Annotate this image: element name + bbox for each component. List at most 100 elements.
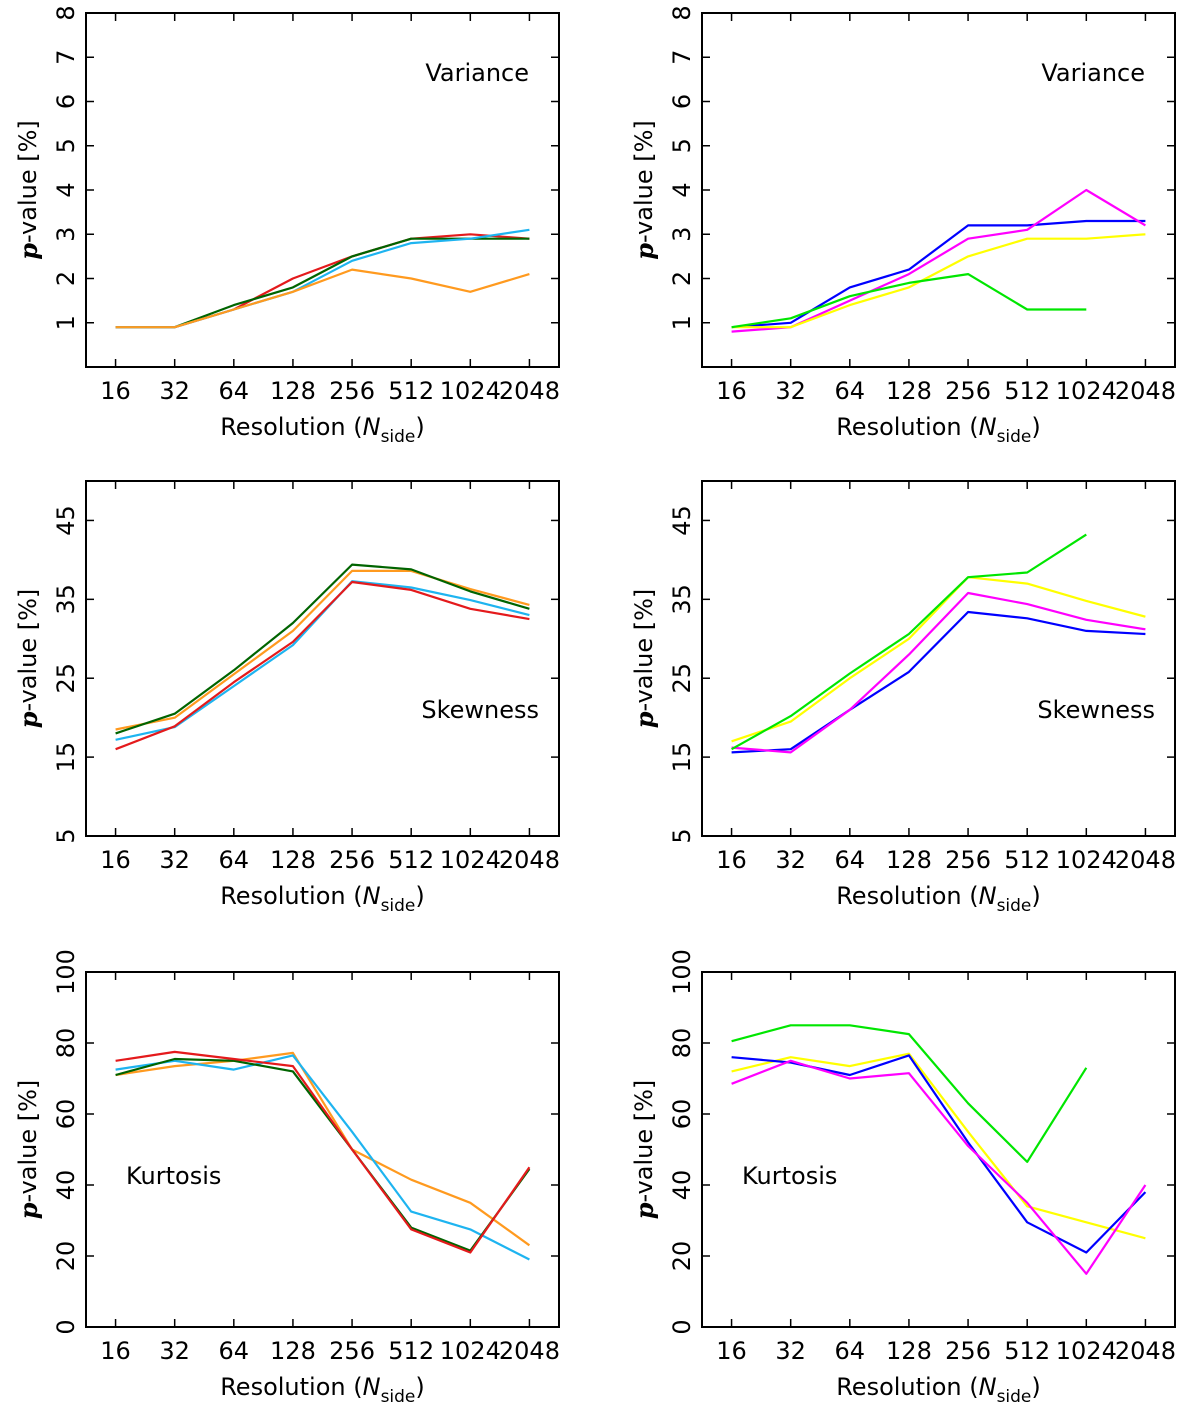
series-line-sky-blue: [115, 1054, 530, 1261]
y-tick-label: 1: [52, 315, 80, 330]
series-line-orange: [115, 569, 530, 731]
x-tick-label: 64: [219, 1337, 250, 1365]
series-line-magenta: [731, 1059, 1147, 1275]
series-line-yellow: [731, 233, 1146, 329]
y-tick-label: 100: [668, 949, 696, 995]
series-line-dark-green: [115, 1057, 531, 1252]
x-tick-label: 256: [329, 377, 375, 405]
series-line-blue: [731, 219, 1146, 329]
y-tick-label: 35: [668, 584, 696, 615]
y-tick-label: 5: [52, 828, 80, 843]
x-tick-label: 32: [159, 846, 190, 874]
x-axis-label: Resolution (Nside): [220, 882, 425, 916]
x-tick-label: 64: [219, 377, 250, 405]
x-tick-label: 128: [270, 846, 316, 874]
y-tick-label: 5: [668, 828, 696, 843]
y-tick-label: 3: [668, 227, 696, 242]
series-line-green: [731, 273, 1087, 329]
plot-frame: [85, 480, 560, 837]
y-tick-label: 25: [668, 663, 696, 694]
plot-frame: [701, 480, 1176, 837]
x-tick-label: 32: [775, 846, 806, 874]
x-tick-label: 16: [100, 1337, 131, 1365]
series-line-dark-green: [115, 237, 530, 329]
plot-frame: [85, 971, 560, 1328]
x-tick-label: 2048: [1115, 1337, 1176, 1365]
x-tick-label: 64: [219, 846, 250, 874]
x-tick-label: 2048: [499, 846, 560, 874]
x-tick-label: 16: [100, 846, 131, 874]
x-tick-label: 32: [775, 1337, 806, 1365]
x-tick-label: 256: [945, 377, 991, 405]
x-tick-label: 512: [388, 846, 434, 874]
panel-title: Kurtosis: [742, 1162, 837, 1190]
y-axis-label: p-value [%]: [14, 120, 43, 260]
y-tick-label: 100: [52, 949, 80, 995]
y-tick-label: 20: [52, 1241, 80, 1272]
x-tick-label: 128: [270, 377, 316, 405]
y-tick-label: 80: [52, 1028, 80, 1059]
y-axis-label: p-value [%]: [630, 120, 659, 260]
y-tick-label: 15: [668, 742, 696, 773]
series-line-orange: [115, 1051, 531, 1247]
series-line-blue: [731, 610, 1146, 754]
series-line-green: [731, 533, 1087, 751]
series-line-orange: [115, 268, 530, 329]
y-tick-label: 5: [52, 138, 80, 153]
y-tick-label: 6: [668, 94, 696, 109]
panel-title: Kurtosis: [126, 1162, 221, 1190]
x-tick-label: 16: [716, 1337, 747, 1365]
y-tick-label: 15: [52, 742, 80, 773]
y-tick-label: 8: [668, 5, 696, 20]
series-line-blue: [731, 1054, 1147, 1254]
x-tick-label: 16: [100, 377, 131, 405]
y-tick-label: 40: [668, 1170, 696, 1201]
x-tick-label: 256: [945, 846, 991, 874]
panel-title: Skewness: [421, 696, 539, 724]
y-tick-label: 45: [52, 505, 80, 536]
x-tick-label: 1024: [440, 377, 501, 405]
y-tick-label: 4: [52, 182, 80, 197]
panel-title: Variance: [425, 59, 529, 87]
y-tick-label: 3: [52, 227, 80, 242]
y-tick-label: 25: [52, 663, 80, 694]
series-line-yellow: [731, 576, 1146, 743]
x-tick-label: 256: [329, 846, 375, 874]
y-tick-label: 7: [668, 50, 696, 65]
x-tick-label: 16: [716, 377, 747, 405]
x-tick-label: 2048: [1115, 846, 1176, 874]
x-tick-label: 512: [1004, 377, 1050, 405]
panel-title: Variance: [1041, 59, 1145, 87]
x-tick-label: 32: [159, 1337, 190, 1365]
x-tick-label: 2048: [1115, 377, 1176, 405]
x-tick-label: 16: [716, 846, 747, 874]
panel-title: Skewness: [1037, 696, 1155, 724]
y-tick-label: 20: [668, 1241, 696, 1272]
y-tick-label: 80: [668, 1028, 696, 1059]
y-tick-label: 1: [668, 315, 696, 330]
x-tick-label: 128: [270, 1337, 316, 1365]
x-tick-label: 512: [1004, 846, 1050, 874]
x-tick-label: 512: [1004, 1337, 1050, 1365]
y-tick-label: 60: [668, 1099, 696, 1130]
y-axis-label: p-value [%]: [14, 589, 43, 729]
series-line-green: [731, 1024, 1088, 1164]
x-tick-label: 64: [835, 1337, 866, 1365]
y-tick-label: 2: [52, 271, 80, 286]
x-tick-label: 1024: [1056, 1337, 1117, 1365]
x-tick-label: 128: [886, 1337, 932, 1365]
x-tick-label: 512: [388, 377, 434, 405]
x-axis-label: Resolution (Nside): [220, 1373, 425, 1407]
x-axis-label: Resolution (Nside): [836, 1373, 1041, 1407]
x-tick-label: 128: [886, 377, 932, 405]
series-line-red: [115, 580, 530, 751]
x-tick-label: 2048: [499, 1337, 560, 1365]
y-tick-label: 40: [52, 1170, 80, 1201]
y-tick-label: 45: [668, 505, 696, 536]
x-axis-label: Resolution (Nside): [836, 413, 1041, 447]
